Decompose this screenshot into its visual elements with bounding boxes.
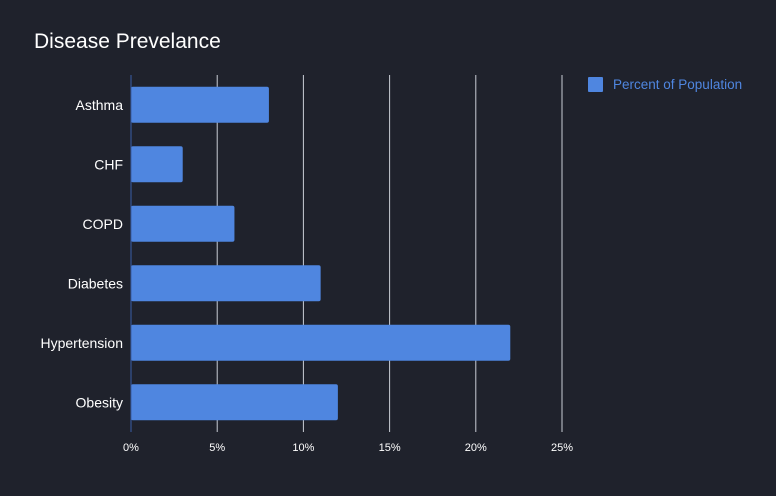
bar-asthma — [131, 86, 269, 123]
x-tick-label: 25% — [551, 442, 573, 454]
bar-obesity — [131, 384, 338, 421]
category-label: Hypertension — [41, 335, 124, 351]
bar-diabetes — [131, 265, 321, 302]
gridlines — [216, 75, 563, 432]
bar-copd — [131, 205, 235, 242]
x-tick-label: 10% — [292, 442, 314, 454]
category-label: Obesity — [76, 394, 123, 410]
legend-swatch — [588, 77, 603, 92]
category-label: Asthma — [76, 97, 124, 113]
legend-label: Percent of Population — [613, 77, 742, 92]
bar-hypertension — [131, 324, 511, 361]
category-label: CHF — [94, 156, 123, 172]
x-tick-label: 20% — [465, 442, 487, 454]
bars — [131, 86, 511, 421]
chart-title: Disease Prevelance — [34, 30, 221, 53]
labels: 0% 5% 10% 15% 20% 25% Asthma CHF COPD Diabetes Hyp… — [41, 97, 574, 454]
category-label: Diabetes — [68, 275, 123, 291]
x-tick-label: 15% — [379, 442, 401, 454]
x-tick-label: 0% — [123, 442, 139, 454]
bar-chf — [131, 146, 183, 183]
x-tick-label: 5% — [209, 442, 225, 454]
category-label: COPD — [83, 216, 123, 232]
legend: Percent of Population — [588, 77, 742, 92]
